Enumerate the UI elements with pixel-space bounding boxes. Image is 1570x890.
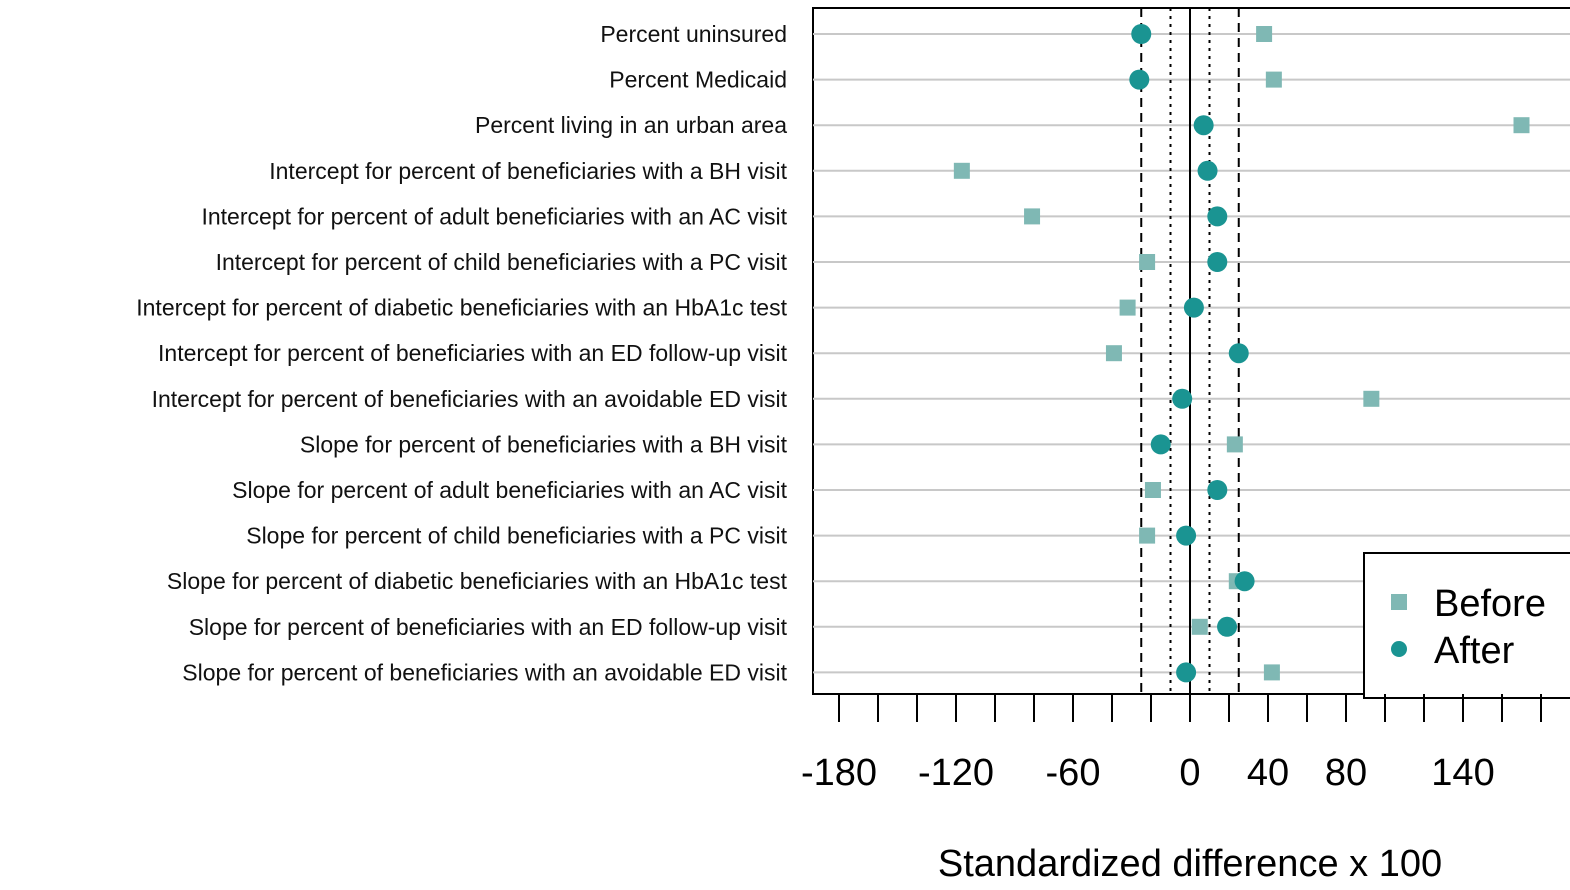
x-tick-label: -180 <box>801 752 877 794</box>
legend-after-marker <box>1391 641 1407 657</box>
category-label: Percent Medicaid <box>609 67 787 93</box>
before-point <box>1139 254 1156 270</box>
after-point <box>1150 434 1171 455</box>
after-point <box>1228 343 1249 364</box>
x-tick-label: 40 <box>1247 752 1289 794</box>
category-label: Intercept for percent of beneficiaries w… <box>152 386 788 412</box>
legend-label: Before <box>1434 583 1546 625</box>
before-point <box>1256 26 1273 42</box>
x-axis-label: Standardized difference x 100 <box>938 843 1442 885</box>
category-label: Intercept for percent of child beneficia… <box>216 249 788 275</box>
before-point <box>1191 618 1208 635</box>
after-point <box>1217 616 1238 637</box>
before-point <box>1139 527 1156 544</box>
category-label: Percent living in an urban area <box>475 112 787 138</box>
before-point <box>1105 345 1122 362</box>
legend-label: After <box>1434 630 1515 672</box>
after-point <box>1193 115 1214 136</box>
x-tick-label: 140 <box>1431 752 1494 794</box>
after-point <box>1129 69 1150 90</box>
before-point <box>1226 436 1243 453</box>
x-tick-label: 80 <box>1325 752 1367 794</box>
category-label: Intercept for percent of diabetic benefi… <box>136 295 787 321</box>
category-label: Intercept for percent of adult beneficia… <box>201 203 787 229</box>
after-point <box>1131 24 1152 44</box>
after-point <box>1207 206 1228 227</box>
after-point <box>1176 525 1197 546</box>
category-label: Percent uninsured <box>600 21 787 47</box>
after-point <box>1207 252 1228 272</box>
x-tick-label: -60 <box>1046 752 1101 794</box>
category-label: Slope for percent of adult beneficiaries… <box>232 477 787 503</box>
plot-frame <box>812 7 1570 695</box>
after-point <box>1172 388 1193 409</box>
category-label: Intercept for percent of beneficiaries w… <box>158 340 788 366</box>
after-point <box>1197 160 1218 181</box>
before-point <box>1265 71 1282 88</box>
before-point <box>1513 117 1530 134</box>
before-point <box>1363 390 1380 407</box>
after-point <box>1183 297 1204 318</box>
after-point <box>1234 571 1255 592</box>
before-point <box>953 162 970 179</box>
before-point <box>1144 482 1161 498</box>
category-label: Intercept for percent of beneficiaries w… <box>269 158 787 184</box>
category-label: Slope for percent of beneficiaries with … <box>182 659 787 685</box>
before-point <box>1119 299 1136 316</box>
category-label: Slope for percent of diabetic beneficiar… <box>167 568 788 594</box>
category-label: Slope for percent of beneficiaries with … <box>300 431 788 457</box>
category-label: Slope for percent of beneficiaries with … <box>189 614 788 640</box>
before-point <box>1263 664 1280 681</box>
after-point <box>1176 662 1197 683</box>
before-point <box>1024 208 1041 225</box>
category-label: Slope for percent of child beneficiaries… <box>246 523 787 549</box>
x-tick-label: 0 <box>1179 752 1200 794</box>
x-tick-label: -120 <box>918 752 994 794</box>
after-point <box>1207 480 1228 500</box>
legend-box <box>1363 552 1570 699</box>
legend-before-marker <box>1391 594 1407 610</box>
